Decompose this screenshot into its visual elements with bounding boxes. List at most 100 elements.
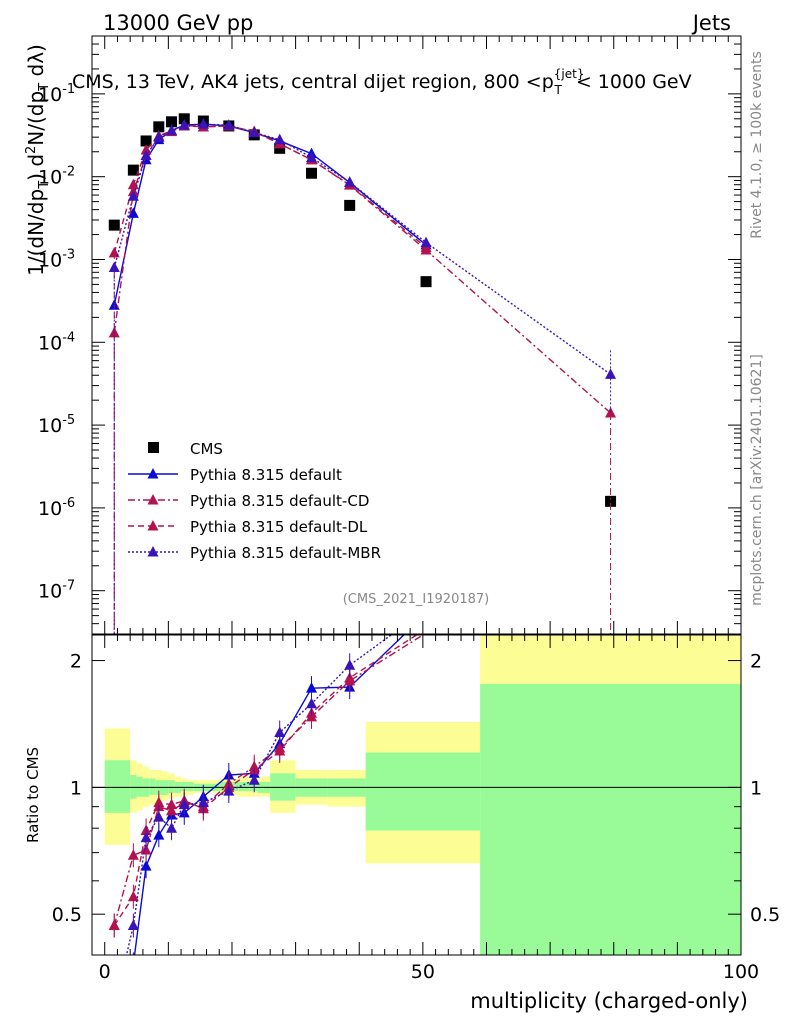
- main-y-tick-label: 10-5: [38, 413, 75, 437]
- main-y-tick-label: 10-4: [38, 330, 75, 354]
- main-y-tick-label: 10-7: [38, 579, 75, 603]
- band-green-bin: [238, 781, 258, 792]
- ratio-data-point: [108, 919, 120, 930]
- ratio-data-point: [166, 822, 178, 833]
- band-green-bin: [149, 778, 156, 795]
- model-data-point: [127, 178, 139, 190]
- ratio-data-point: [306, 697, 318, 709]
- model-data-point: [166, 124, 178, 136]
- band-green-bin: [187, 781, 194, 792]
- ratio-data-point: [274, 744, 286, 756]
- svg-text:1/(dN/dpT) d2N/(dpT dλ): 1/(dN/dpT) d2N/(dpT dλ): [24, 44, 52, 276]
- band-green-bin: [181, 781, 188, 792]
- model-data-point: [108, 261, 120, 273]
- legend-marker-triangle: [147, 546, 159, 557]
- series-cms: [108, 113, 617, 507]
- ratio-data-point: [344, 659, 356, 670]
- x-tick-label: 0: [99, 961, 111, 983]
- cms-data-point: [420, 276, 432, 288]
- band-green-bin: [130, 774, 137, 799]
- ratio-data-point: [223, 785, 235, 796]
- ratio-data-point: [153, 796, 165, 808]
- ratio-pythia-8-315-default-mbr: [109, 635, 392, 1013]
- legend-label: Pythia 8.315 default: [190, 466, 342, 484]
- cms-data-point: [306, 167, 318, 179]
- model-data-point: [344, 176, 356, 187]
- mcplots-label: mcplots.cern.ch [arXiv:2401.10621]: [749, 354, 765, 606]
- model-data-point: [306, 151, 318, 163]
- main-y-tick-label: 10-1: [38, 82, 75, 106]
- header-left-label: 13000 GeV pp: [103, 11, 253, 35]
- ratio-panel-frame: [91, 634, 742, 956]
- ratio-data-point: [109, 1002, 120, 1013]
- main-y-axis-label: 1/(dN/dpT) d2N/(dpT dλ): [24, 44, 52, 276]
- ratio-data-point: [128, 958, 139, 969]
- cms-data-point: [108, 219, 120, 231]
- ratio-data-point: [140, 831, 152, 843]
- model-data-point: [248, 126, 260, 138]
- cms-data-point: [344, 199, 356, 211]
- cms-data-point: [127, 164, 139, 176]
- ratio-data-point: [140, 860, 152, 871]
- model-data-point: [420, 236, 432, 248]
- model-data-point: [108, 246, 120, 258]
- analysis-label: (CMS_2021_I1920187): [343, 592, 490, 607]
- main-panel-frame: [91, 35, 742, 635]
- model-data-point: [153, 131, 165, 142]
- band-green-bin: [480, 683, 741, 955]
- legend-item: Pythia 8.315 default: [128, 466, 342, 484]
- ratio-data-point: [127, 849, 139, 860]
- model-data-point: [605, 368, 617, 379]
- legend-marker-square: [148, 442, 159, 453]
- band-green-bin: [104, 760, 131, 813]
- cms-data-point: [166, 116, 178, 128]
- legend-item: Pythia 8.315 default-MBR: [128, 544, 381, 562]
- legend-marker-triangle: [147, 494, 159, 505]
- model-data-point: [223, 119, 235, 130]
- series-line: [113, 123, 427, 306]
- main-y-tick-label: 10-2: [38, 165, 75, 189]
- cms-data-point: [140, 135, 152, 147]
- ratio-data-point: [274, 726, 286, 737]
- band-green-bin: [365, 752, 481, 831]
- ratio-y-tick-label: 1: [70, 777, 82, 799]
- model-data-point: [197, 118, 209, 129]
- ratio-data-point: [153, 811, 165, 822]
- cms-data-point: [605, 495, 617, 507]
- legend-item: Pythia 8.315 default-DL: [128, 518, 368, 536]
- x-axis-label: multiplicity (charged-only): [470, 989, 748, 1013]
- legend-label: Pythia 8.315 default-DL: [190, 518, 368, 536]
- chart-title: CMS, 13 TeV, AK4 jets, central dijet reg…: [72, 67, 692, 97]
- x-tick-label: 50: [411, 961, 435, 983]
- legend-label: Pythia 8.315 default-MBR: [190, 544, 381, 562]
- legend-label: CMS: [190, 440, 223, 458]
- legend-label: Pythia 8.315 default-CD: [190, 492, 369, 510]
- band-green-bin: [168, 780, 175, 793]
- model-data-point: [178, 119, 190, 130]
- model-data-point: [274, 133, 286, 145]
- ratio-y-tick-label: 2: [70, 651, 82, 673]
- legend-item: CMS: [148, 440, 223, 458]
- legend-marker-triangle: [147, 520, 159, 531]
- series-line: [113, 123, 611, 375]
- legend-item: Pythia 8.315 default-CD: [128, 492, 369, 510]
- ratio-data-point: [127, 919, 139, 930]
- header-right-label: Jets: [691, 11, 731, 35]
- main-series-group: [108, 113, 617, 634]
- ratio-data-point: [153, 829, 165, 840]
- main-y-tick-label: 10-6: [38, 496, 75, 520]
- cms-data-point: [153, 121, 165, 133]
- ratio-data-point: [178, 798, 190, 810]
- model-data-point: [140, 149, 152, 161]
- legend-marker-triangle: [147, 468, 159, 479]
- ratio-data-point: [127, 890, 139, 902]
- ratio-data-point: [197, 796, 209, 808]
- rivet-label: Rivet 4.1.0, ≥ 100k events: [749, 51, 765, 239]
- model-data-point: [127, 207, 139, 218]
- ratio-data-point: [248, 774, 260, 785]
- ratio-y-tick-label-right: 2: [750, 651, 762, 673]
- ratio-data-point: [109, 990, 120, 1001]
- ratio-y-tick-label: 0.5: [52, 904, 82, 926]
- ratio-series-group: [108, 635, 424, 1013]
